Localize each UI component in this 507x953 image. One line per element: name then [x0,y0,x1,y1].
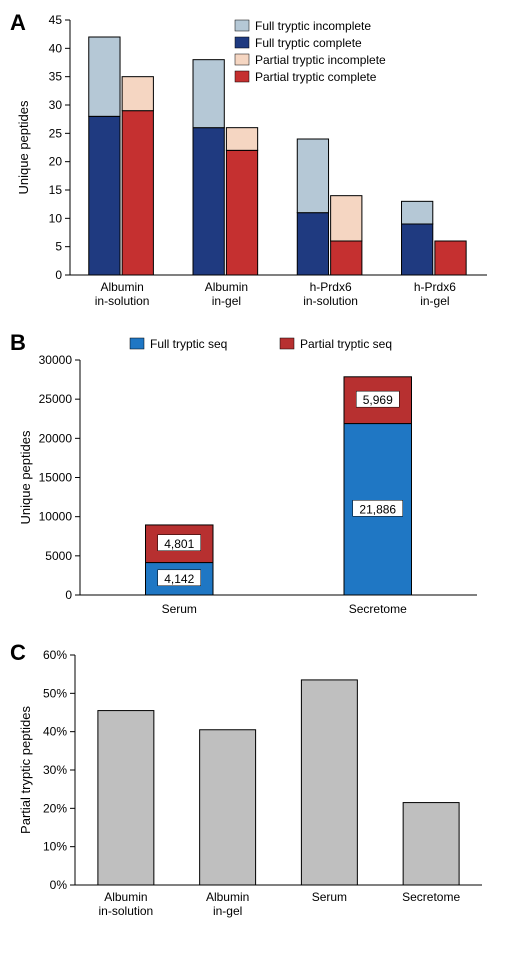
panel-c-label: C [10,640,26,666]
svg-text:in-gel: in-gel [420,294,449,308]
svg-text:30%: 30% [43,763,67,777]
svg-text:Full tryptic complete: Full tryptic complete [255,36,362,50]
svg-text:Albumin: Albumin [104,890,147,904]
svg-text:Albumin: Albumin [206,890,249,904]
svg-text:Serum: Serum [162,602,197,616]
svg-text:4,801: 4,801 [164,537,194,551]
svg-text:0%: 0% [50,878,68,892]
panel-c: C 0% 10% 20% 30% 40% 50% 60% Partial tryptic pe… [10,640,497,930]
panel-a-label: A [10,10,26,36]
svg-text:21,886: 21,886 [359,502,396,516]
svg-text:Partial tryptic complete: Partial tryptic complete [255,70,377,84]
svg-text:60%: 60% [43,648,67,662]
svg-text:50%: 50% [43,686,67,700]
svg-text:40: 40 [49,41,63,55]
svg-text:5000: 5000 [45,549,72,563]
svg-text:Albumin: Albumin [205,280,248,294]
panel-b-label: B [10,330,26,356]
svg-text:10: 10 [49,211,63,225]
svg-text:30: 30 [49,98,63,112]
svg-text:Secretome: Secretome [349,602,407,616]
svg-text:h-Prdx6: h-Prdx6 [414,280,456,294]
svg-text:20: 20 [49,155,63,169]
svg-text:15000: 15000 [39,471,73,485]
svg-text:Full tryptic seq: Full tryptic seq [150,337,227,351]
svg-text:25: 25 [49,126,63,140]
svg-text:Unique peptides: Unique peptides [18,430,33,524]
svg-text:Albumin: Albumin [100,280,143,294]
svg-text:Serum: Serum [312,890,347,904]
svg-text:10000: 10000 [39,510,73,524]
svg-text:Full tryptic incomplete: Full tryptic incomplete [255,19,371,33]
svg-text:in-solution: in-solution [303,294,358,308]
svg-text:in-solution: in-solution [95,294,150,308]
svg-text:Partial tryptic seq: Partial tryptic seq [300,337,392,351]
svg-text:0: 0 [55,268,62,282]
svg-text:Unique peptides: Unique peptides [16,100,31,194]
svg-text:0: 0 [65,588,72,602]
svg-text:5: 5 [55,240,62,254]
svg-text:40%: 40% [43,725,67,739]
svg-text:20%: 20% [43,801,67,815]
svg-text:in-solution: in-solution [99,904,154,918]
svg-text:h-Prdx6: h-Prdx6 [310,280,352,294]
chart-c: 0% 10% 20% 30% 40% 50% 60% Partial tryptic pept… [10,640,497,930]
svg-text:5,969: 5,969 [363,393,393,407]
svg-text:30000: 30000 [39,353,73,367]
panel-a: A Full tryptic incomplete Full tryptic co… [10,10,497,320]
svg-text:25000: 25000 [39,392,73,406]
svg-text:10%: 10% [43,840,67,854]
svg-text:20000: 20000 [39,431,73,445]
svg-text:Partial tryptic incomplete: Partial tryptic incomplete [255,53,386,67]
svg-text:Secretome: Secretome [402,890,460,904]
svg-text:in-gel: in-gel [213,904,242,918]
svg-text:in-gel: in-gel [212,294,241,308]
svg-text:45: 45 [49,13,63,27]
svg-text:35: 35 [49,70,63,84]
svg-text:4,142: 4,142 [164,572,194,586]
svg-text:Partial tryptic peptides: Partial tryptic peptides [18,706,33,834]
panel-b: B Full tryptic seq Partial tryptic seq 0 50… [10,330,497,630]
svg-text:15: 15 [49,183,63,197]
chart-a: Full tryptic incomplete Full tryptic comp… [10,10,497,320]
chart-b: Full tryptic seq Partial tryptic seq 0 5000… [10,330,497,630]
